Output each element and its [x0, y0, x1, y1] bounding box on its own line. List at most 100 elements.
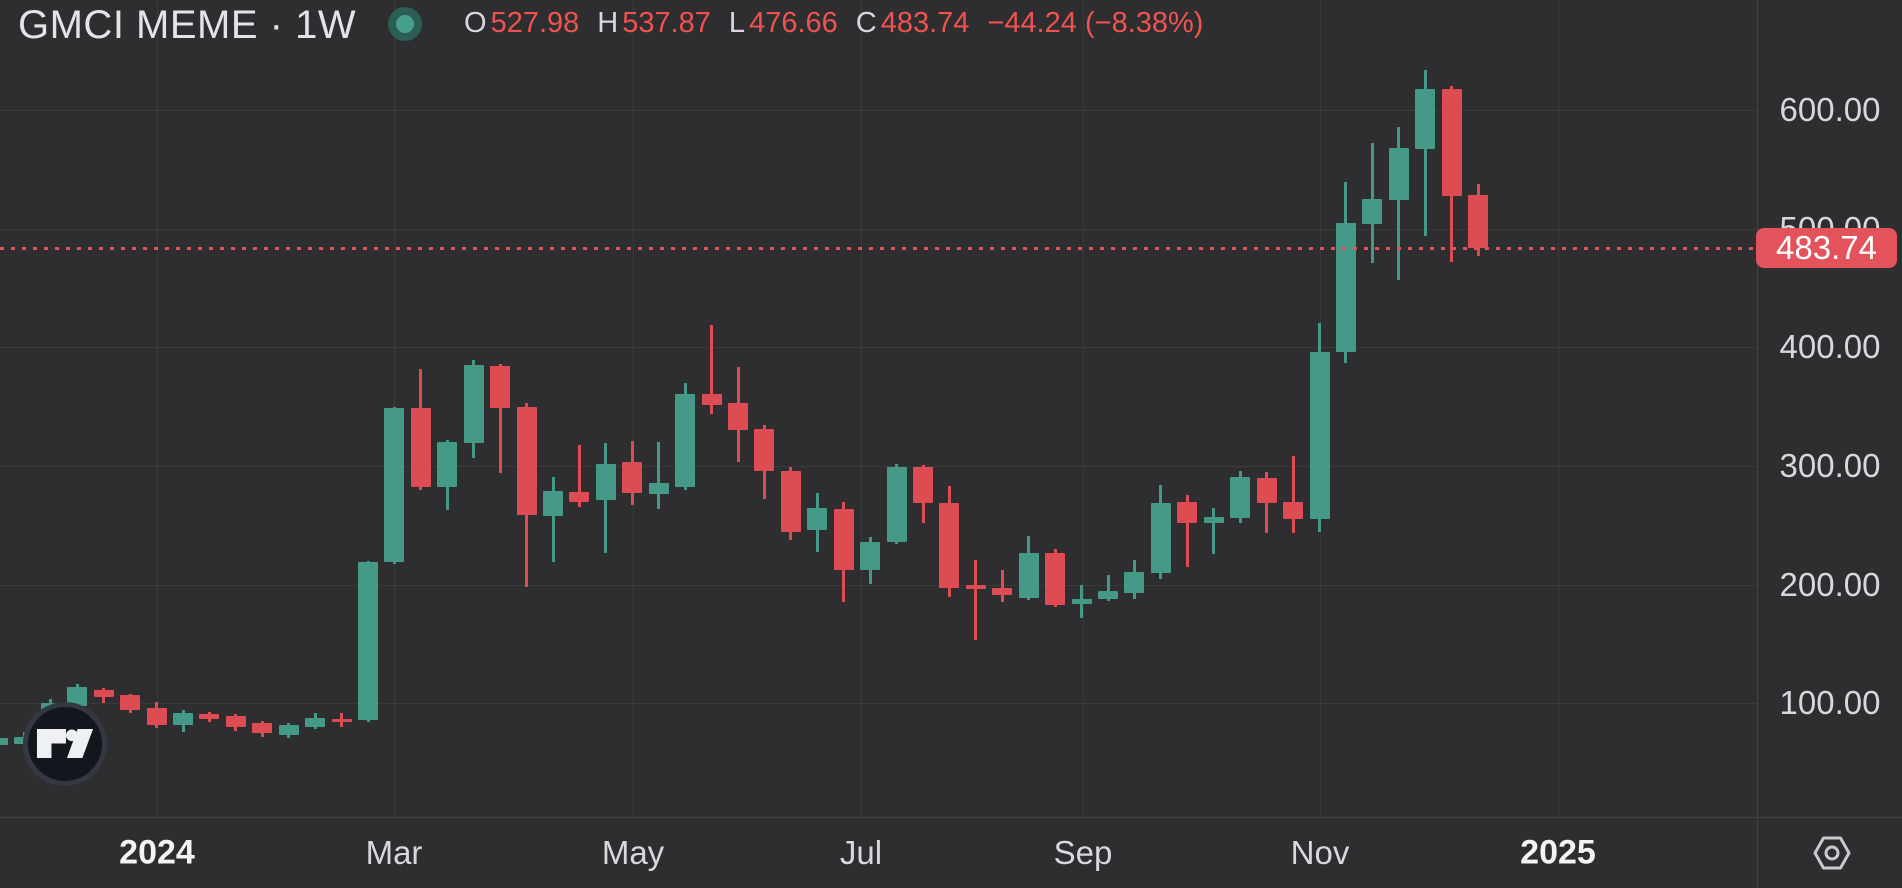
candle-wick [1397, 127, 1401, 281]
low-value: 476.66 [749, 6, 838, 39]
candle-body [965, 584, 986, 590]
candle-wick [577, 445, 581, 508]
price-axis-separator [1757, 0, 1758, 888]
candle-wick [551, 477, 555, 563]
candle-body [1018, 553, 1039, 599]
tradingview-logo-icon [36, 729, 94, 759]
candle-body [173, 712, 193, 726]
candle-body [146, 708, 167, 726]
time-axis[interactable]: 2024 Mar May Jul Sep Nov 2025 [0, 818, 1902, 888]
candle-wick [1185, 495, 1189, 568]
candle-body [278, 725, 299, 736]
price-tick-label: 600.00 [1779, 91, 1881, 128]
candle-body [992, 588, 1013, 596]
candle-body [437, 442, 458, 488]
chart-settings-button[interactable] [1810, 831, 1854, 875]
low-label: L [728, 6, 746, 39]
price-axis[interactable]: 600.00500.00400.00300.00200.00100.00483.… [1756, 0, 1902, 817]
candle-body [252, 723, 273, 734]
time-tick-label: Nov [1290, 834, 1350, 871]
candle-body [543, 490, 564, 516]
symbol-title[interactable]: GMCI MEME · 1W [18, 2, 357, 47]
price-tick-label: 100.00 [1779, 684, 1881, 722]
high-value: 537.87 [622, 6, 711, 39]
open-label: O [464, 6, 487, 39]
candle-body [1045, 552, 1066, 605]
candle-body [120, 694, 141, 711]
candle-body [939, 502, 960, 589]
close-value: 483.74 [880, 6, 970, 39]
candle-body [754, 429, 775, 471]
candle-body [358, 562, 379, 721]
close-label: C [855, 6, 877, 39]
candle-wick [1423, 70, 1427, 236]
candle-body [490, 366, 511, 408]
candle-body [0, 737, 8, 745]
current-price-tag: 483.74 [1756, 227, 1897, 268]
candle-body [569, 492, 590, 503]
candlestick-chart-surface[interactable] [0, 0, 1757, 817]
candle-body [648, 482, 669, 495]
candle-body [1177, 501, 1198, 523]
tradingview-logo[interactable] [23, 702, 107, 786]
candle-wick [1212, 507, 1216, 555]
candle-wick [1106, 575, 1110, 602]
candle-body [410, 407, 431, 488]
price-tick-label: 300.00 [1779, 446, 1881, 484]
time-tick-label: Jul [839, 834, 883, 871]
candle-body [886, 467, 907, 542]
candle-wick [1291, 456, 1295, 534]
candle-body [1362, 198, 1383, 224]
price-gridline [0, 228, 1757, 230]
candle-body [225, 715, 246, 728]
current-price-line [0, 246, 1757, 250]
candle-body [1098, 590, 1119, 599]
candle-body [1468, 195, 1489, 248]
chart-legend: GMCI MEME · 1W [18, 2, 356, 48]
candle-body [728, 403, 749, 431]
candle-wick [1000, 570, 1004, 603]
price-gridline [0, 584, 1757, 586]
time-tick-label: Mar [365, 834, 423, 871]
candle-body [1071, 598, 1092, 604]
candle-body [860, 541, 881, 571]
market-status-dot-icon[interactable] [388, 7, 422, 41]
price-tick-label: 200.00 [1779, 565, 1881, 603]
candle-body [1309, 352, 1330, 520]
time-tick-label: May [601, 834, 665, 871]
candle-body [675, 393, 696, 488]
candle-body [1203, 517, 1224, 523]
candle-body [1150, 502, 1171, 573]
open-value: 527.98 [490, 6, 580, 39]
candle-body [93, 690, 114, 698]
candle-body [913, 467, 934, 503]
candle-body [67, 687, 88, 706]
candle-body [463, 365, 484, 444]
candle-body [516, 406, 537, 516]
ohlc-readout: O 527.98 H 537.87 L 476.66 C 483.74 −44.… [464, 0, 1207, 46]
gear-icon [1813, 836, 1851, 870]
price-gridline [0, 110, 1757, 111]
candle-body [595, 463, 616, 501]
candle-body [1441, 88, 1462, 197]
change-value: −44.24 (−8.38%) [987, 6, 1204, 39]
time-gridline [861, 0, 862, 817]
candle-wick [498, 363, 502, 474]
candle-wick [710, 325, 714, 414]
candle-wick [974, 560, 978, 641]
price-gridline [0, 347, 1757, 349]
candle-body [1388, 147, 1409, 201]
candle-wick [657, 442, 661, 509]
time-tick-label: 2024 [119, 833, 195, 872]
candle-body [331, 718, 352, 722]
candle-body [1283, 502, 1304, 520]
candle-body [1415, 88, 1436, 150]
time-gridline [157, 0, 158, 817]
candle-body [780, 470, 801, 533]
candle-body [384, 407, 405, 563]
price-gridline [0, 465, 1757, 467]
candle-body [807, 508, 828, 531]
candle-body [1124, 572, 1145, 593]
time-gridline [1558, 0, 1559, 817]
